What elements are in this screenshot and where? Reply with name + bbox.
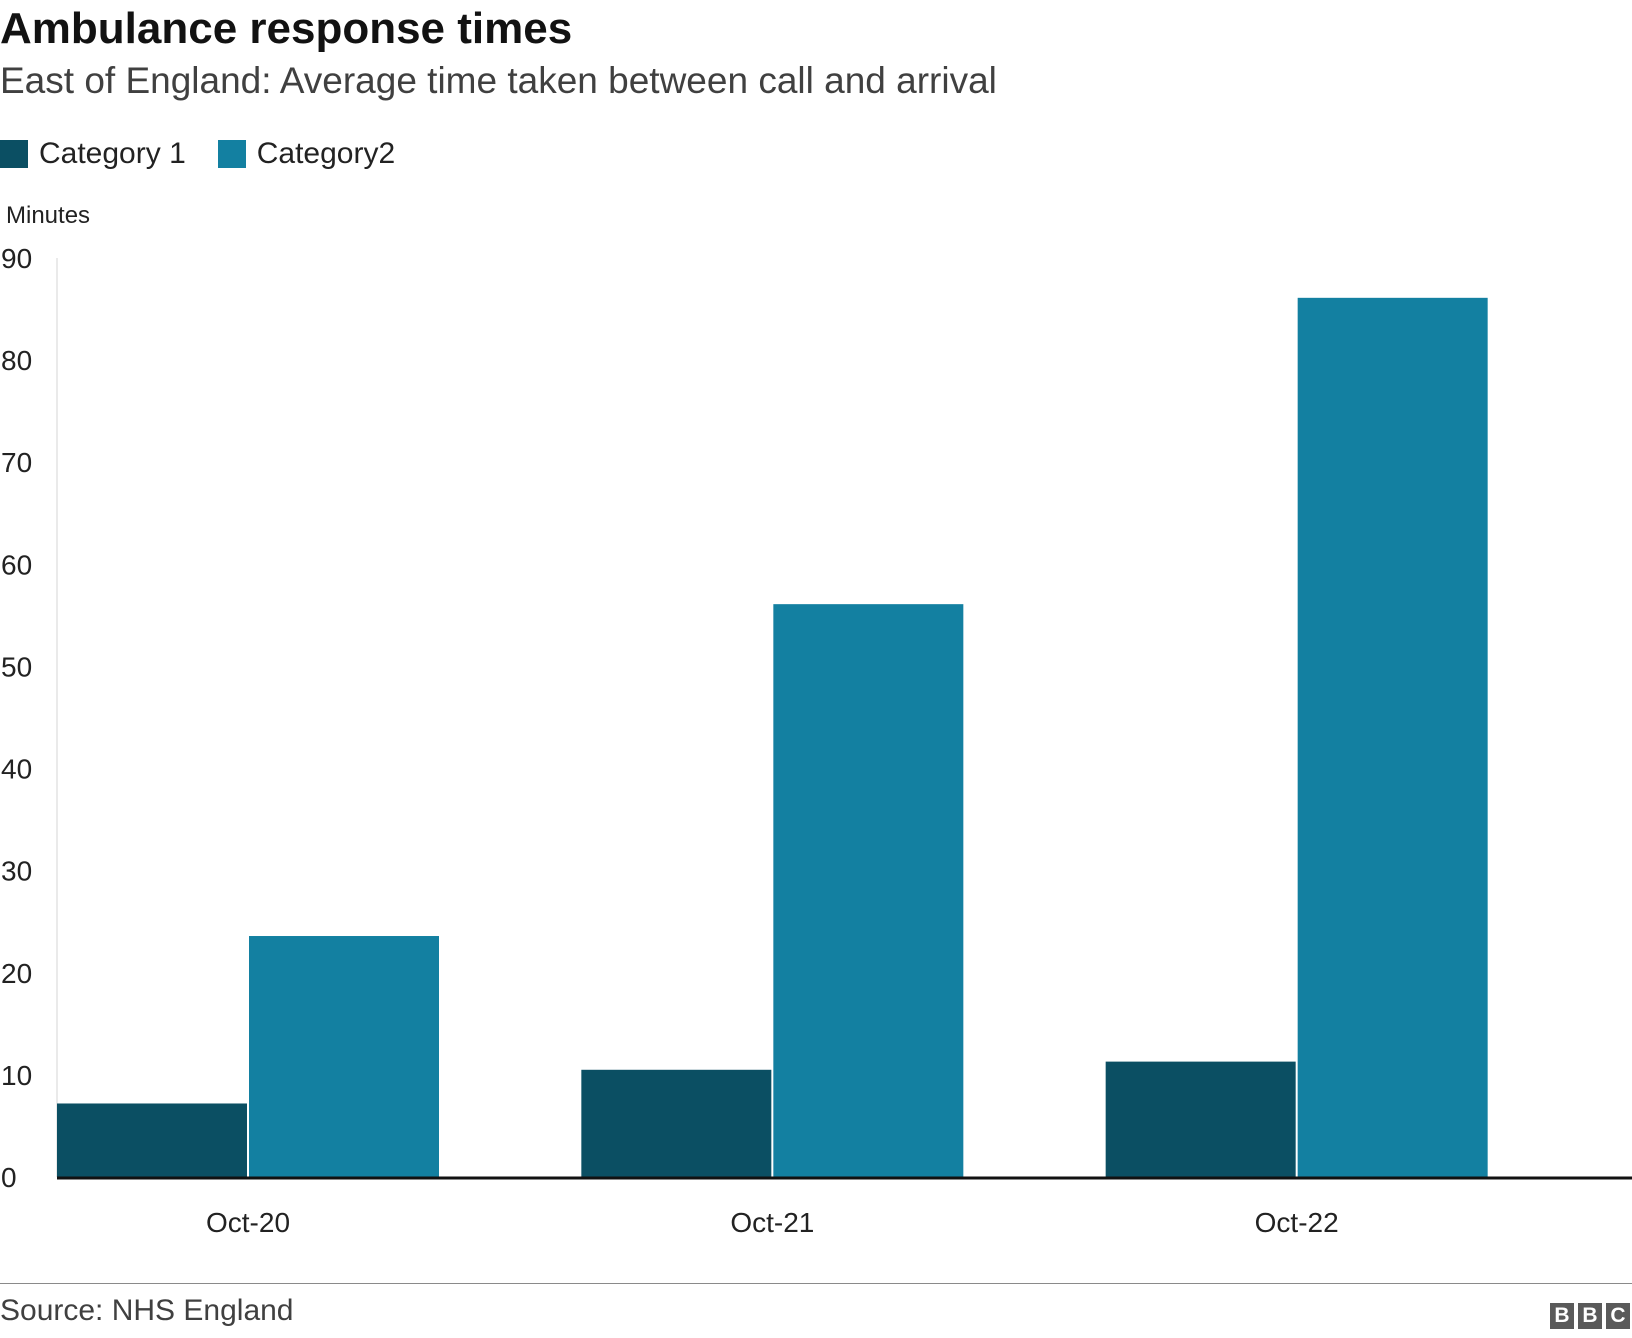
bar-category-2 xyxy=(1297,297,1488,1177)
bar-category-1 xyxy=(581,1069,772,1177)
legend-swatch-category-1 xyxy=(0,140,28,168)
y-tick-label: 20 xyxy=(1,958,32,989)
legend-item-category-1: Category 1 xyxy=(0,137,186,171)
bar-category-2 xyxy=(249,936,439,1177)
legend-swatch-category-2 xyxy=(217,140,246,168)
logo-letter: C xyxy=(1606,1303,1630,1329)
x-tick-label: Oct-21 xyxy=(730,1207,814,1238)
logo-letter: B xyxy=(1578,1303,1602,1329)
bar-category-2 xyxy=(773,604,964,1177)
bbc-logo: B B C xyxy=(1546,1303,1630,1329)
legend-item-category-2: Category2 xyxy=(217,137,396,171)
x-tick-label: Oct-22 xyxy=(1255,1207,1339,1238)
y-tick-label: 70 xyxy=(1,447,32,478)
legend-label-category-1: Category 1 xyxy=(39,137,186,170)
y-tick-label: 60 xyxy=(1,549,32,580)
y-tick-label: 50 xyxy=(1,651,32,682)
y-tick-label: 40 xyxy=(1,754,32,785)
bar-category-1 xyxy=(57,1103,247,1177)
y-tick-label: 0 xyxy=(1,1162,17,1193)
source-note: Source: NHS England xyxy=(0,1294,294,1327)
y-tick-label: 90 xyxy=(1,243,32,274)
y-tick-label: 10 xyxy=(1,1060,32,1091)
y-axis-label: Minutes xyxy=(6,202,91,229)
chart-title: Ambulance response times xyxy=(0,4,573,53)
legend: Category 1 Category2 xyxy=(0,136,427,172)
legend-label-category-2: Category2 xyxy=(256,137,396,170)
logo-letter: B xyxy=(1550,1303,1574,1329)
x-tick-label: Oct-20 xyxy=(206,1207,290,1238)
bar-category-1 xyxy=(1105,1061,1296,1177)
chart-subtitle: East of England: Average time taken betw… xyxy=(0,60,997,101)
y-tick-label: 30 xyxy=(1,856,32,887)
y-tick-label: 80 xyxy=(1,345,32,376)
footer-divider xyxy=(0,1283,1632,1284)
